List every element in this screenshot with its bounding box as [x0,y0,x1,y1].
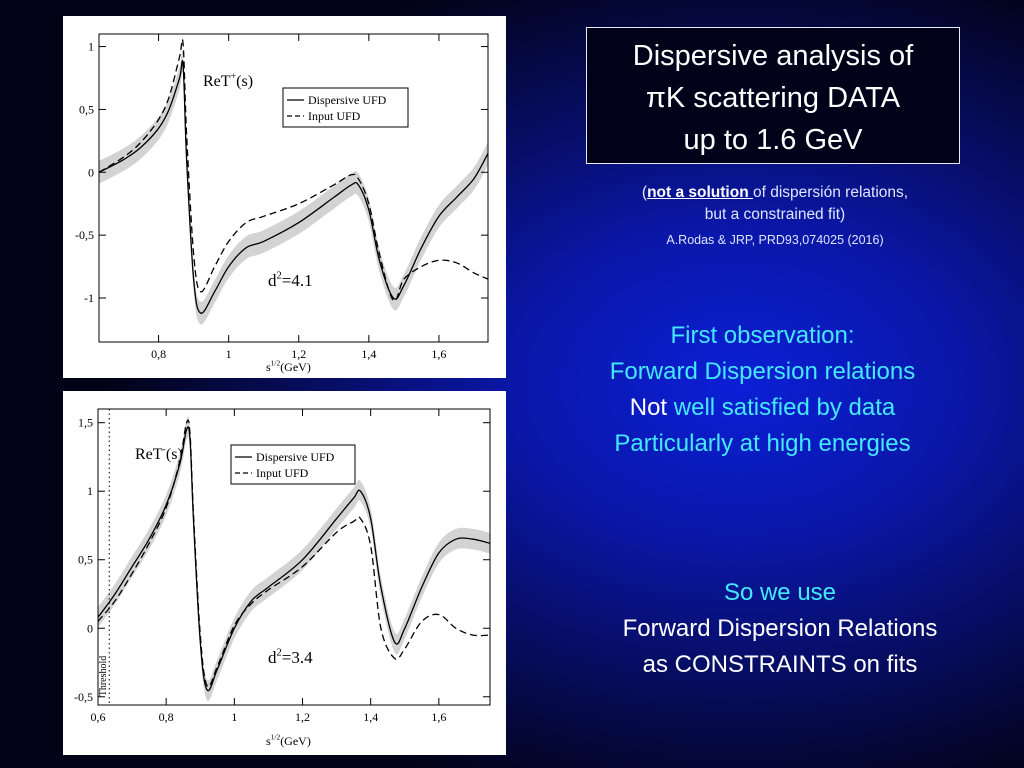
chi-square-annotation: d2=4.1 [268,270,313,290]
panel-label: ReT-(s) [135,444,183,463]
slide-title-line: Dispersive analysis of [632,40,914,72]
y-tick-label: 1 [87,484,93,498]
series-input-ufd [98,38,489,302]
legend-entry: Dispersive UFD [308,93,387,107]
x-tick-label: 0,6 [91,710,106,724]
observation-line-2: Forward Dispersion relations [609,358,916,385]
x-tick-label: 0,8 [151,347,166,361]
conclusion-line-1: So we use [723,579,837,606]
y-tick-label: 1,5 [78,416,93,430]
x-tick-label: 1,6 [431,347,446,361]
slide-title-line: πK scattering DATA [645,82,901,114]
note-open-paren: ( [641,184,648,201]
y-tick-label: -0,5 [75,228,94,242]
chart-ret-minus: Threshold 0,6 0,8 1 1,2 1,4 1,6 -0,5 0 0,5 1 1,5 ReT… [74,408,491,748]
slide-title-box: Dispersive analysis of πK scattering DAT… [586,27,960,164]
x-tick-label: 1 [231,710,237,724]
legend-entry: Dispersive UFD [256,450,335,464]
y-tick-label: 0,5 [78,553,93,567]
x-tick-label: 1 [226,347,232,361]
note-line-1: (not a solution of dispersión relations, [580,182,970,204]
note-rest: of dispersión relations, [752,184,909,201]
observation-line-1: First observation: [670,322,855,349]
method-note: (not a solution of dispersión relations,… [580,182,970,254]
x-tick-label: 0,8 [159,710,174,724]
y-tick-label: -0,5 [74,690,93,704]
series-dispersive-ufd [98,59,489,314]
legend: Dispersive UFD Input UFD [282,87,409,128]
observation-satisfied: well satisfied by data [667,394,896,421]
observation-line-3: Not well satisfied by data [560,390,965,426]
legend-box [230,444,356,485]
note-line-2: but a constrained fit) [704,206,846,223]
error-band [98,416,490,702]
legend-box [282,87,409,128]
x-axis-label: s1/2(GeV) [266,733,311,748]
y-tick-label: 1 [88,40,94,54]
conclusion-line-3: as CONSTRAINTS on fits [642,651,918,678]
observation-not: Not [629,394,668,421]
threshold-label: Threshold [98,656,109,697]
plot-panel-ret-minus: Threshold 0,6 0,8 1 1,2 1,4 1,6 -0,5 0 0,5 1 1,5 ReT… [63,391,506,755]
x-tick-label: 1,4 [361,347,376,361]
x-tick-label: 1,2 [291,347,306,361]
observation-line-4: Particularly at high energies [614,430,911,457]
x-tick-label: 1,2 [295,710,310,724]
observation-block: First observation: Forward Dispersion re… [560,318,965,462]
reference-citation: A.Rodas & JRP, PRD93,074025 (2016) [666,233,884,247]
note-emphasis: not a solution [647,184,753,201]
y-tick-label: -1 [84,291,94,305]
plot-panel-ret-plus: 0,8 1 1,2 1,4 1,6 -1 -0,5 0 0,5 1 ReT+(s) Dispersiv… [63,16,506,378]
x-tick-label: 1,6 [431,710,446,724]
chi-square-annotation: d2=3.4 [268,647,313,667]
plot-frame [98,33,489,343]
y-tick-label: 0 [88,165,94,179]
plot-frame [97,408,491,706]
x-axis-label: s1/2(GeV) [266,359,311,374]
y-tick-label: 0 [87,621,93,635]
series-dispersive-ufd [97,426,491,692]
legend-entry: Input UFD [308,109,361,123]
conclusion-line-2: Forward Dispersion Relations [622,615,938,642]
chart-ret-plus: 0,8 1 1,2 1,4 1,6 -1 -0,5 0 0,5 1 ReT+(s) Dispersiv… [75,33,489,374]
legend-entry: Input UFD [256,466,309,480]
x-tick-label: 1,4 [363,710,378,724]
conclusion-block: So we use Forward Dispersion Relations a… [565,575,995,683]
y-tick-label: 0,5 [79,102,94,116]
slide-title-line: up to 1.6 GeV [683,124,863,156]
legend: Dispersive UFD Input UFD [230,444,356,485]
panel-label: ReT+(s) [203,71,253,90]
